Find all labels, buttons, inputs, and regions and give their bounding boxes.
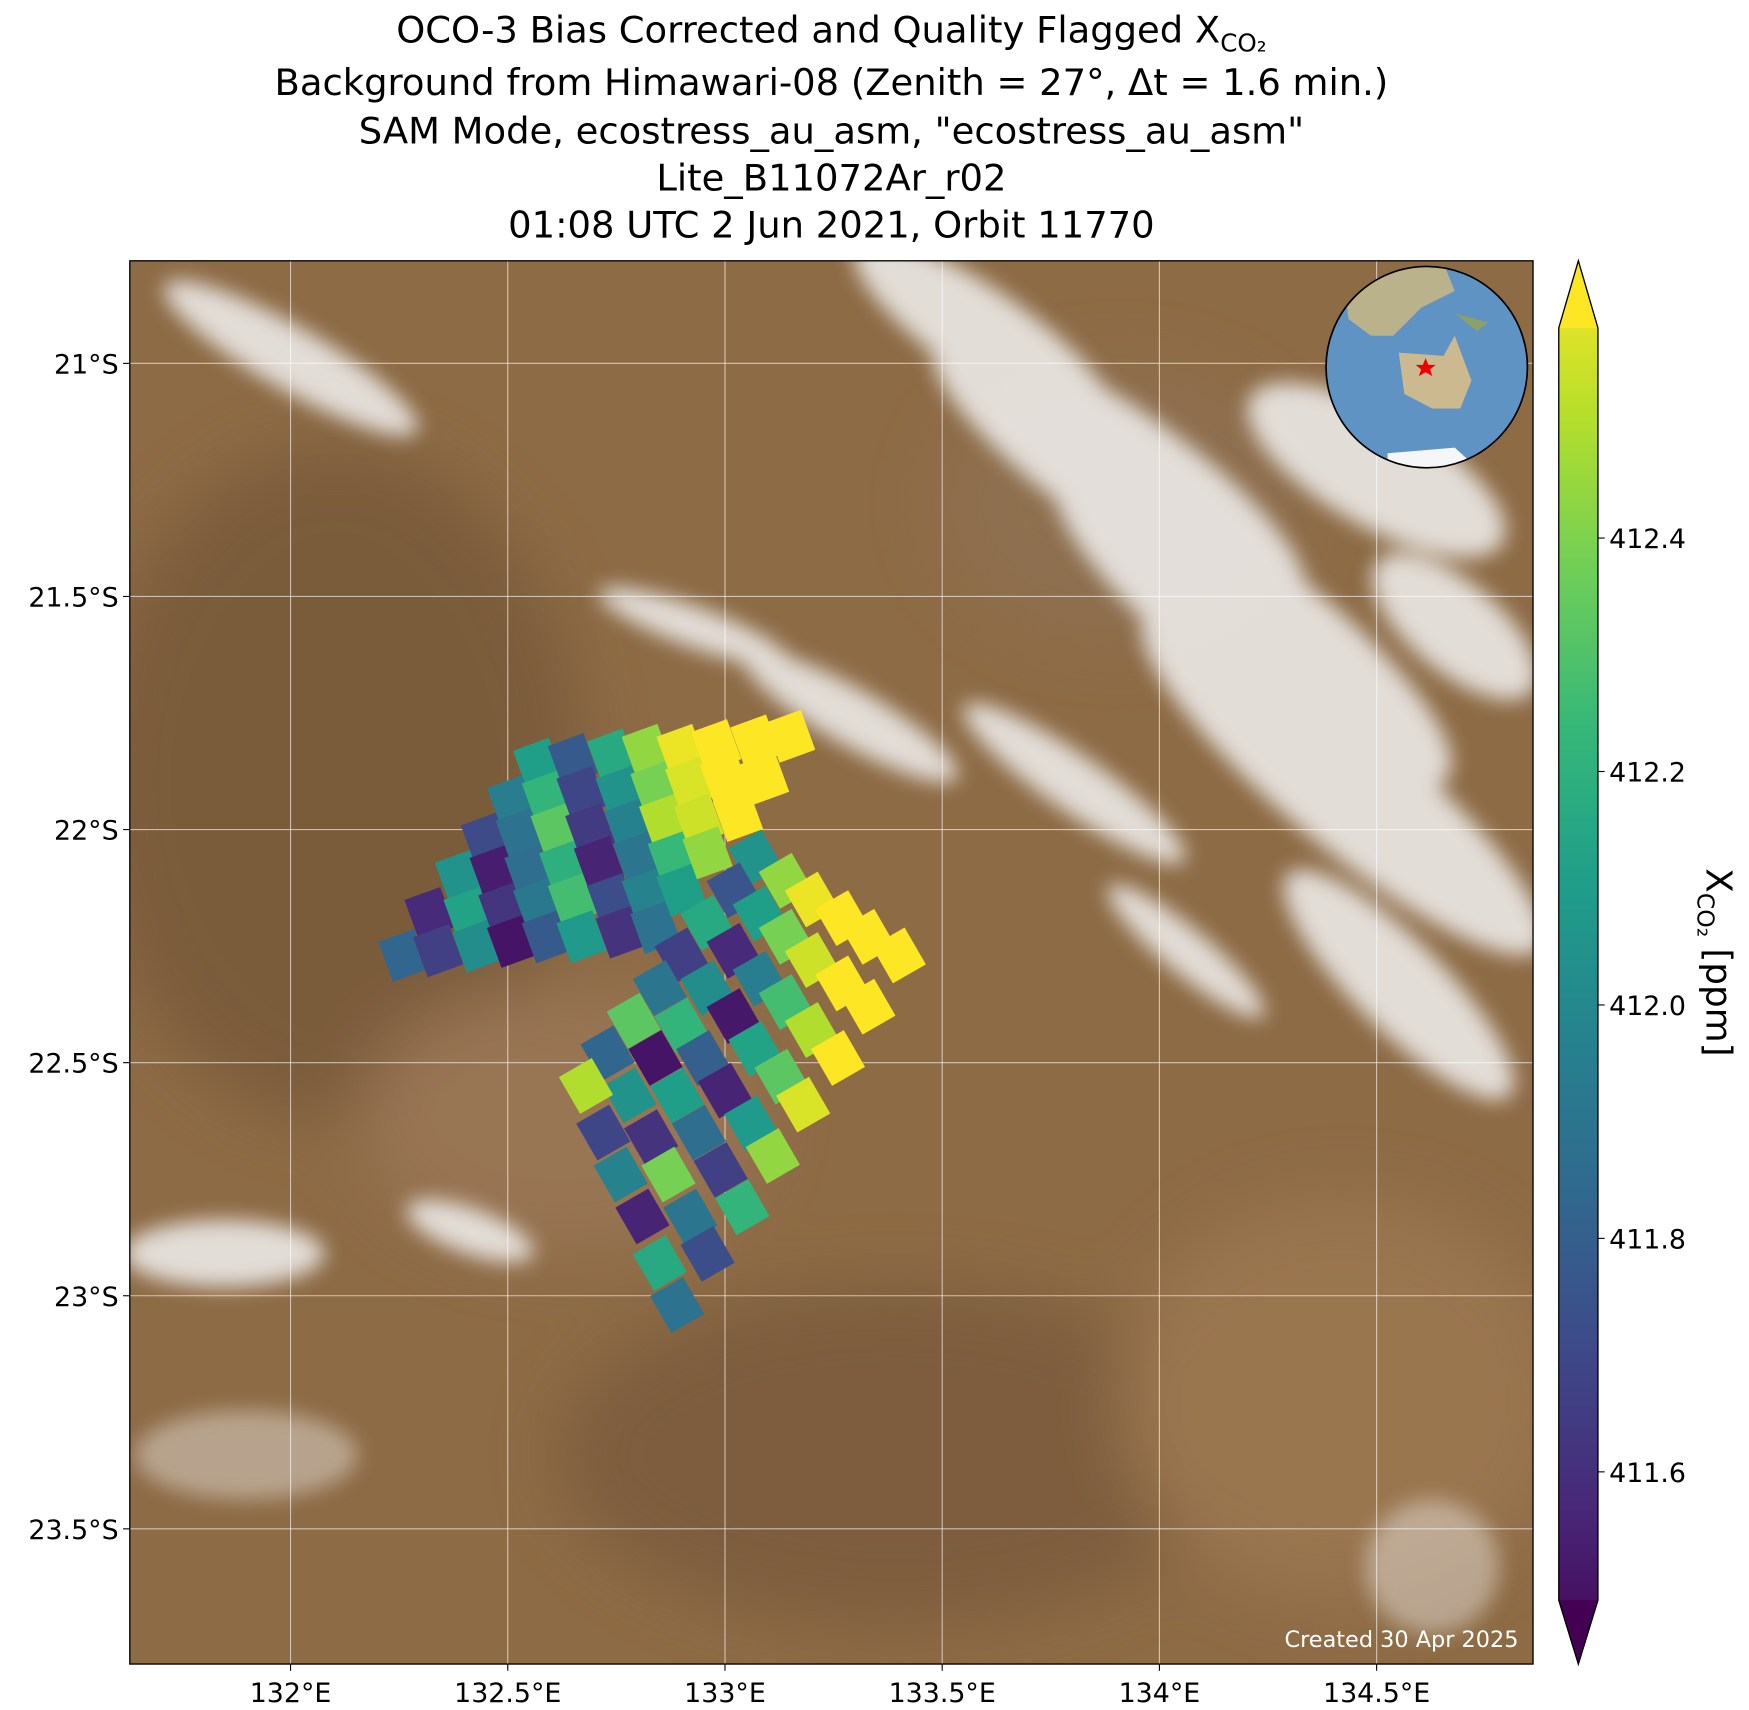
- y-tick-label: 21.5°S: [28, 583, 118, 614]
- title-text: OCO-3 Bias Corrected and Quality Flagged…: [396, 9, 1220, 52]
- colorbar-tick-label: 411.6: [1609, 1458, 1686, 1489]
- sounding: [641, 1146, 696, 1203]
- title-subscript: CO₂: [1220, 29, 1266, 58]
- sounding: [615, 1188, 670, 1245]
- sounding: [680, 1225, 735, 1282]
- sounding: [693, 1141, 748, 1198]
- sounding: [715, 1179, 770, 1236]
- colorbar-extend: [1558, 260, 1598, 328]
- sounding: [606, 992, 661, 1049]
- sounding: [573, 835, 625, 889]
- y-tick-label: 23°S: [54, 1282, 119, 1313]
- sounding: [556, 910, 607, 964]
- title-line: 01:08 UTC 2 Jun 2021, Orbit 11770: [508, 203, 1155, 246]
- colorbar-label: XCO₂ [ppm]: [1692, 868, 1739, 1056]
- colorbar-label-unit: [ppm]: [1697, 948, 1738, 1056]
- sounding: [632, 960, 687, 1016]
- sounding: [699, 751, 751, 805]
- sounding: [602, 1067, 657, 1124]
- sounding: [764, 709, 816, 763]
- annotation: Created 30 Apr 2025: [1284, 1627, 1518, 1653]
- sounding: [650, 1277, 705, 1333]
- y-tick-label: 22.5°S: [28, 1049, 118, 1080]
- sounding: [556, 765, 607, 819]
- sounding: [738, 751, 790, 805]
- x-tick-label: 132.5°E: [454, 1678, 561, 1709]
- title-line: Background from Himawari-08 (Zenith = 27…: [275, 61, 1389, 104]
- colorbar-extend: [1558, 1600, 1598, 1665]
- y-tick-label: 21°S: [54, 349, 119, 380]
- x-tick-label: 134°E: [1119, 1678, 1201, 1709]
- x-tick-label: 133°E: [684, 1678, 766, 1709]
- sounding: [413, 924, 464, 978]
- title-line: SAM Mode, ecostress_au_asm, "ecostress_a…: [359, 109, 1304, 152]
- x-tick-label: 132°E: [250, 1678, 332, 1709]
- colorbar-label-subscript: CO₂: [1692, 893, 1720, 937]
- sounding: [810, 1030, 866, 1086]
- sounding: [871, 927, 926, 984]
- y-tick-label: 22°S: [54, 816, 119, 847]
- map-background: [129, 260, 1534, 1665]
- x-tick-label: 134.5°E: [1323, 1678, 1430, 1709]
- map-frame: [129, 260, 1534, 1665]
- sounding: [776, 1076, 831, 1133]
- y-tick-label: 23.5°S: [28, 1515, 118, 1546]
- colorbar-tick-label: 412.0: [1609, 991, 1686, 1022]
- sounding: [841, 978, 896, 1035]
- colorbar-tick-label: 412.2: [1609, 758, 1686, 789]
- sounding: [547, 873, 599, 926]
- sounding: [745, 1127, 800, 1184]
- colorbar-frame: [1558, 258, 1599, 1667]
- sounding: [671, 1104, 727, 1161]
- colorbar-tick-label: 411.8: [1609, 1224, 1686, 1255]
- sounding: [712, 789, 764, 843]
- clouds: [129, 260, 1534, 1634]
- title-line: OCO-3 Bias Corrected and Quality Flagged…: [396, 9, 1266, 58]
- sounding: [682, 826, 733, 880]
- sounding: [656, 863, 707, 917]
- sounding: [576, 1104, 631, 1161]
- colorbar-label-text: X: [1697, 868, 1738, 893]
- sounding: [650, 1067, 705, 1124]
- sounding: [593, 1146, 648, 1203]
- sounding: [624, 1109, 679, 1166]
- sounding: [628, 1030, 683, 1086]
- title-line: Lite_B11072Ar_r02: [656, 156, 1006, 199]
- colorbar-tick-label: 412.4: [1609, 524, 1686, 555]
- sounding: [404, 886, 455, 940]
- sounding: [663, 1188, 718, 1245]
- x-tick-label: 133.5°E: [889, 1678, 996, 1709]
- colorbar: [1558, 260, 1598, 1665]
- sounding: [632, 1235, 687, 1292]
- sounding: [697, 1062, 753, 1119]
- sounding: [558, 1058, 614, 1114]
- soundings: [378, 709, 926, 1333]
- location-star: [1415, 358, 1436, 377]
